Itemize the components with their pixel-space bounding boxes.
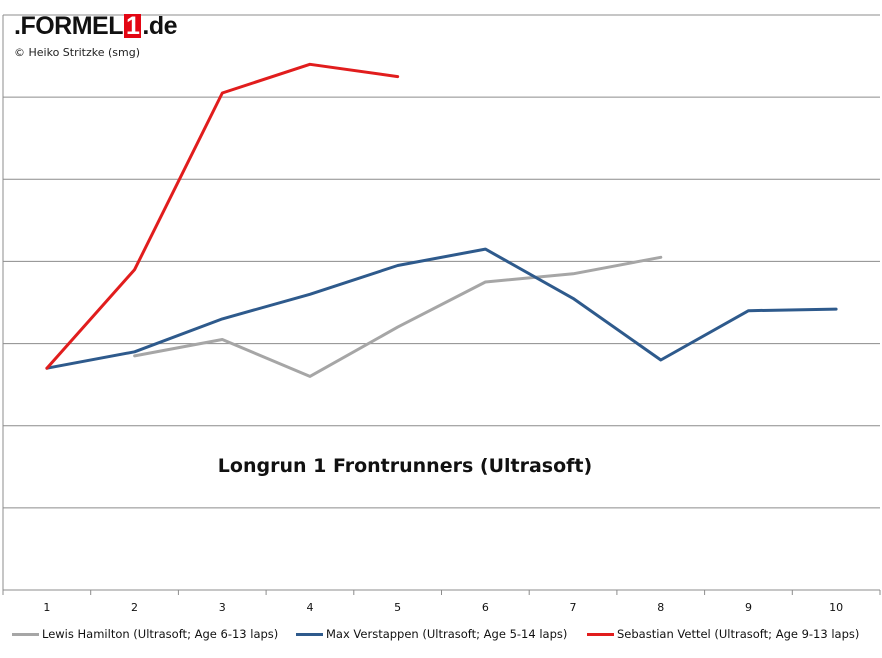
x-tick-label: 9 bbox=[745, 601, 752, 614]
logo-one-box: 1 bbox=[124, 12, 142, 40]
x-tick-label: 5 bbox=[394, 601, 401, 614]
legend-item-hamilton: Lewis Hamilton (Ultrasoft; Age 6-13 laps… bbox=[12, 627, 296, 641]
x-tick-label: 8 bbox=[657, 601, 664, 614]
legend-swatch-hamilton bbox=[12, 632, 39, 636]
copyright-notice: © Heiko Stritzke (smg) bbox=[14, 46, 141, 59]
x-tick-label: 2 bbox=[131, 601, 138, 614]
series-line bbox=[45, 247, 838, 370]
series-lines bbox=[45, 62, 838, 378]
formel1-logo: .FORMEL 1 .de bbox=[14, 12, 178, 40]
legend-label-vettel: Sebastian Vettel (Ultrasoft; Age 9-13 la… bbox=[617, 627, 860, 641]
x-axis: 1 2 3 4 5 6 7 8 9 10 bbox=[2, 589, 881, 614]
logo-text-formel: .FORMEL bbox=[14, 12, 124, 40]
chart-title: Longrun 1 Frontrunners (Ultrasoft) bbox=[217, 455, 593, 477]
x-tick-label: 10 bbox=[829, 601, 843, 614]
legend-swatch-vettel bbox=[587, 632, 614, 636]
logo-text-de: .de bbox=[142, 12, 178, 40]
x-tick-label: 1 bbox=[43, 601, 50, 614]
x-tick-label: 3 bbox=[219, 601, 226, 614]
x-tick-label: 7 bbox=[570, 601, 577, 614]
legend-swatch-verstappen bbox=[296, 632, 323, 636]
legend-label-verstappen: Max Verstappen (Ultrasoft; Age 5-14 laps… bbox=[326, 627, 568, 641]
chart-legend: Lewis Hamilton (Ultrasoft; Age 6-13 laps… bbox=[12, 627, 859, 641]
series-line bbox=[133, 255, 663, 378]
x-tick-label: 4 bbox=[306, 601, 313, 614]
x-tick-label: 6 bbox=[482, 601, 489, 614]
legend-item-vettel: Sebastian Vettel (Ultrasoft; Age 9-13 la… bbox=[587, 627, 859, 641]
legend-label-hamilton: Lewis Hamilton (Ultrasoft; Age 6-13 laps… bbox=[42, 627, 279, 641]
legend-item-verstappen: Max Verstappen (Ultrasoft; Age 5-14 laps… bbox=[296, 627, 587, 641]
gridlines bbox=[2, 14, 880, 590]
series-line bbox=[45, 62, 400, 370]
